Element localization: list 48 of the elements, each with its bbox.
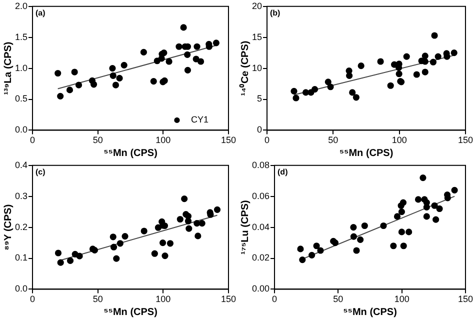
y-tick-label: 15	[252, 32, 262, 42]
y-tick-label: 0.04	[252, 222, 270, 232]
x-tick-label: 100	[392, 135, 407, 146]
x-tick-label: 50	[333, 294, 344, 304]
annotation: (d)	[278, 168, 288, 177]
x-axis-title: ⁵⁵Mn (CPS)	[343, 306, 397, 318]
x-tick-label: 150	[458, 294, 474, 304]
x-axis-title: ⁵⁵Mn (CPS)	[104, 306, 158, 318]
x-tick-label: 150	[220, 294, 236, 304]
y-tick-label: 0.00	[252, 284, 270, 294]
y-tick-label: 1.0	[14, 62, 28, 73]
x-tick-label: 50	[92, 294, 103, 304]
y-tick-label: 2.0	[14, 0, 28, 11]
x-tick-label: 50	[328, 135, 338, 146]
y-tick-label: 0.0	[14, 284, 28, 294]
x-tick-label: 50	[92, 135, 103, 146]
y-tick-label: 0	[256, 124, 262, 135]
x-tick-label: 150	[220, 135, 236, 146]
x-axis-title: ⁵⁵Mn (CPS)	[339, 148, 394, 159]
y-tick-label: 20	[252, 0, 262, 11]
y-axis-title: ¹³⁹La (CPS)	[2, 42, 14, 95]
x-tick-label: 0	[272, 294, 278, 304]
x-tick-label: 100	[394, 294, 410, 304]
legend-label: CY1	[190, 114, 208, 125]
y-axis-title: ¹⁴⁰Ce (CPS)	[238, 40, 251, 96]
y-tick-label: 0.4	[14, 160, 28, 170]
y-tick-label: 0.0	[14, 124, 28, 135]
y-tick-label: 0.08	[252, 160, 270, 170]
y-axis-title: ⁸⁹Y (CPS)	[2, 204, 14, 250]
annotation: (a)	[36, 8, 46, 18]
x-tick-label: 0	[30, 135, 36, 146]
x-tick-label: 100	[156, 294, 171, 304]
x-tick-label: 0	[30, 294, 36, 304]
x-axis-title: ⁵⁵Mn (CPS)	[104, 148, 158, 159]
y-tick-label: 0.3	[14, 190, 28, 201]
y-tick-label: 10	[252, 62, 262, 73]
annotation: (b)	[270, 8, 281, 18]
y-axis-title: ¹⁷⁵Lu (CPS)	[240, 200, 251, 254]
y-tick-label: 0.5	[14, 94, 28, 104]
y-tick-label: 1.5	[14, 32, 28, 42]
y-tick-label: 0.02	[252, 252, 270, 263]
y-tick-label: 5	[256, 94, 262, 104]
y-tick-label: 0.1	[14, 252, 28, 263]
y-tick-label: 0.2	[14, 222, 28, 232]
x-tick-label: 150	[458, 135, 474, 146]
x-tick-label: 100	[156, 135, 171, 146]
y-tick-label: 0.06	[252, 190, 270, 201]
annotation: (c)	[36, 168, 46, 177]
